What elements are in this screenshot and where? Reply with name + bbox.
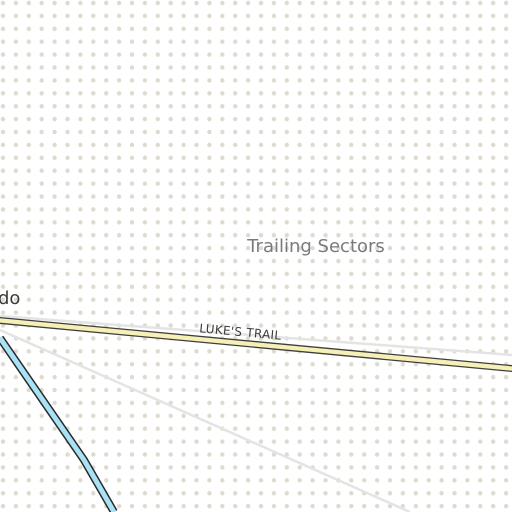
- road-lukes-trail[interactable]: [0, 318, 512, 371]
- footpath-parallel: [0, 314, 512, 357]
- place-label-partial: do: [0, 288, 20, 309]
- footpath-diagonal: [0, 328, 411, 512]
- river: [0, 336, 117, 512]
- area-label: Trailing Sectors: [246, 236, 385, 257]
